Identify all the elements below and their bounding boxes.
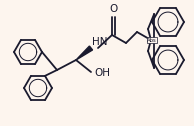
Text: 9: 9 [150,38,154,43]
Text: O: O [109,4,117,14]
Text: Abs: Abs [147,38,157,43]
Text: HN: HN [92,37,107,47]
Text: OH: OH [94,68,110,78]
Polygon shape [76,46,93,60]
